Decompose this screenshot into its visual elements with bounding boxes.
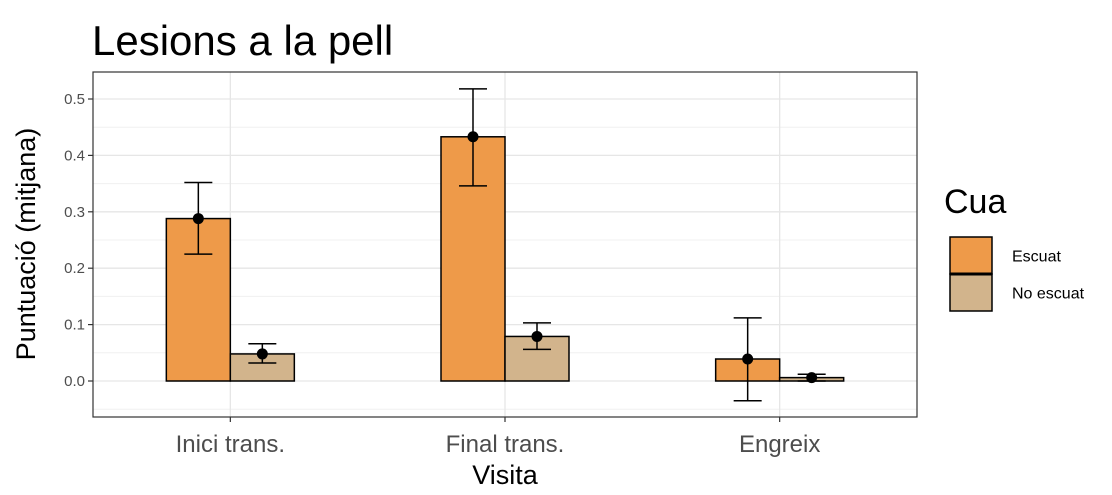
y-tick-label: 0.0 xyxy=(64,373,85,390)
y-tick-label: 0.4 xyxy=(64,147,85,164)
legend-title: Cua xyxy=(944,183,1006,221)
error-bars xyxy=(184,88,826,402)
legend-label: Escuat xyxy=(1012,249,1061,266)
chart-title: Lesions a la pell xyxy=(92,17,393,64)
bars xyxy=(165,136,845,382)
legend-items: Escuat No escuat xyxy=(949,236,1085,312)
x-axis: Inici trans. Final trans. Engreix xyxy=(176,417,820,458)
x-tick-label: Engreix xyxy=(739,431,820,458)
y-tick-label: 0.1 xyxy=(64,317,85,334)
legend: Cua Escuat No escuat xyxy=(944,183,1085,312)
y-tick-label: 0.5 xyxy=(64,91,85,108)
mean-point xyxy=(467,131,479,143)
legend-label: No escuat xyxy=(1012,286,1085,303)
y-tick-label: 0.3 xyxy=(64,204,85,221)
x-tick-label: Final trans. xyxy=(446,431,565,458)
legend-key xyxy=(949,236,993,275)
legend-key xyxy=(949,273,993,312)
y-tick-label: 0.2 xyxy=(64,260,85,277)
y-axis-title: Puntuació (mitjana) xyxy=(11,128,41,361)
mean-point xyxy=(192,213,204,225)
mean-point xyxy=(256,348,268,360)
y-axis: 0.0 0.1 0.2 0.3 0.4 0.5 xyxy=(64,91,93,390)
mean-point xyxy=(806,372,818,384)
mean-point xyxy=(742,353,754,365)
x-axis-title: Visita xyxy=(472,460,539,490)
mean-point xyxy=(531,330,543,342)
x-tick-label: Inici trans. xyxy=(176,431,285,458)
